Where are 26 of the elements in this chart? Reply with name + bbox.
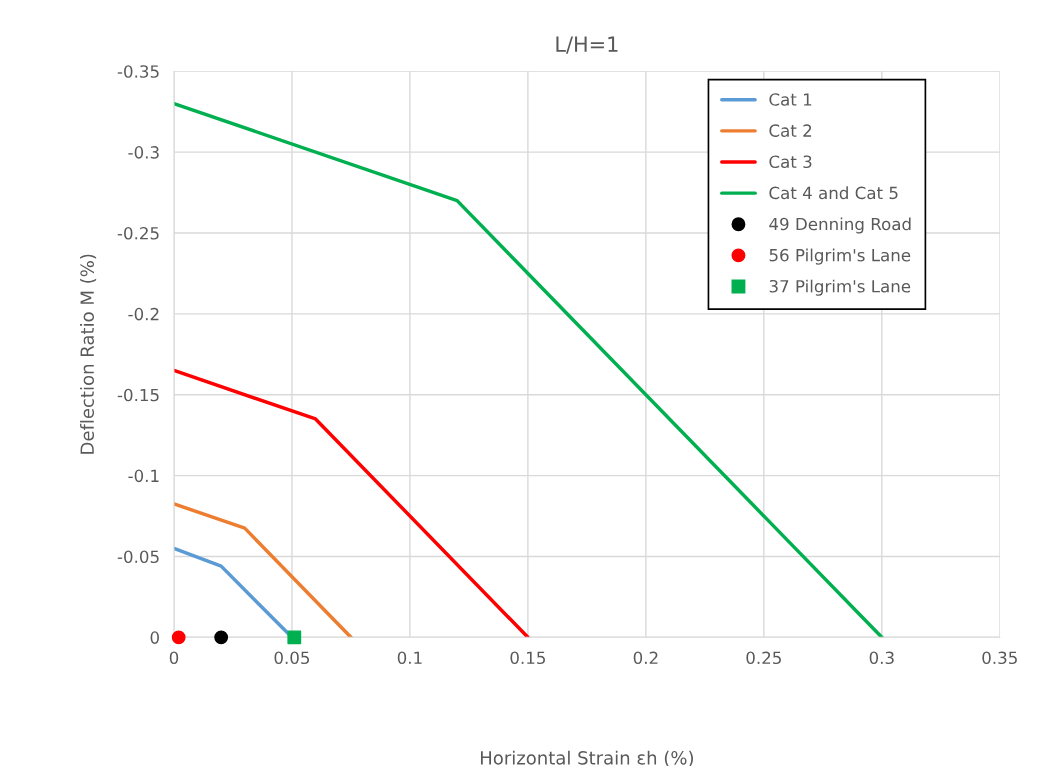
y-tick-label: 0 [150, 631, 159, 644]
x-tick-label: 0.3 [869, 651, 894, 665]
y-tick-label: -0.2 [128, 307, 159, 321]
x-tick-label: 0.25 [746, 651, 781, 665]
y-tick-label: -0.25 [117, 226, 159, 240]
x-tick-label: 0 [169, 651, 179, 665]
legend-label: 37 Pilgrim's Lane [769, 279, 911, 296]
legend-label: Cat 3 [769, 155, 812, 169]
x-tick-label: 0.05 [274, 651, 310, 665]
x-tick-label: 0.15 [510, 651, 545, 665]
y-tick-label: -0.3 [128, 146, 159, 159]
y-tick-label: -0.35 [117, 65, 159, 78]
legend-label: 49 Denning Road [769, 217, 911, 234]
y-axis-title: Deflection Ratio M (%) [80, 254, 97, 454]
x-axis-title: Horizontal Strain εh (%) [480, 750, 693, 766]
legend-label: Cat 4 and Cat 5 [769, 186, 898, 200]
y-tick-label: -0.05 [117, 550, 159, 564]
legend-label: 56 Pilgrim's Lane [769, 248, 911, 265]
chart-title: L/H=1 [556, 36, 618, 54]
y-tick-label: -0.15 [117, 388, 159, 402]
legend-label: Cat 2 [769, 124, 812, 137]
y-tick-label: -0.1 [128, 469, 159, 483]
legend-label: Cat 1 [769, 93, 812, 106]
x-tick-label: 0.35 [982, 651, 1017, 665]
x-tick-label: 0.2 [633, 651, 658, 665]
x-tick-label: 0.1 [397, 651, 422, 665]
